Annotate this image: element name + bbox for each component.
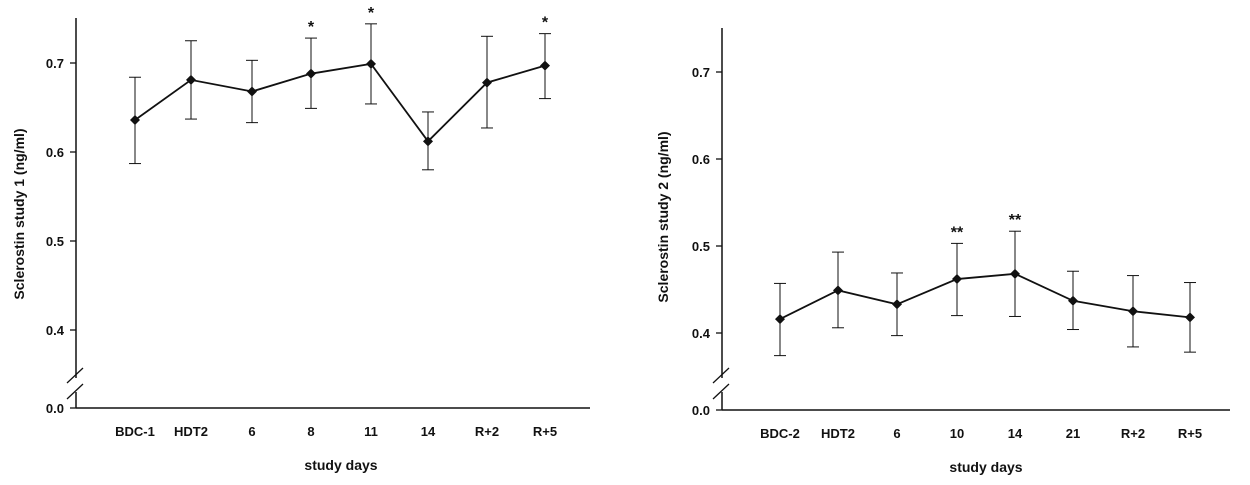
x-tick-label: BDC-2 bbox=[760, 426, 800, 441]
data-point bbox=[130, 114, 140, 125]
data-point bbox=[186, 74, 196, 85]
y-tick-label: 0.7 bbox=[46, 56, 64, 71]
x-tick-label: R+5 bbox=[533, 424, 557, 439]
y-tick-label: 0.4 bbox=[46, 323, 65, 338]
y-tick-label: 0.5 bbox=[46, 234, 64, 249]
y-tick-label: 0.6 bbox=[46, 145, 64, 160]
axis-break-mark bbox=[712, 383, 730, 400]
x-tick-label: BDC-1 bbox=[115, 424, 155, 439]
x-tick-label: 6 bbox=[893, 426, 900, 441]
x-tick-label: HDT2 bbox=[821, 426, 855, 441]
data-point bbox=[892, 299, 902, 310]
x-tick-label: R+2 bbox=[1121, 426, 1145, 441]
significance-marker: ** bbox=[1009, 212, 1022, 229]
y-axis-title: Sclerostin study 2 (ng/ml) bbox=[655, 131, 671, 302]
data-point bbox=[306, 68, 316, 79]
axis-break-mark bbox=[66, 367, 84, 384]
x-axis-title: study days bbox=[949, 459, 1022, 475]
y-tick-label: 0.7 bbox=[692, 65, 710, 80]
data-point bbox=[1068, 295, 1078, 306]
x-tick-label: 14 bbox=[1008, 426, 1023, 441]
y-tick-label: 0.6 bbox=[692, 152, 710, 167]
y-axis-title: Sclerostin study 1 (ng/ml) bbox=[11, 128, 27, 299]
x-tick-label: 21 bbox=[1066, 426, 1080, 441]
data-point bbox=[482, 77, 492, 88]
y-tick-label: 0.0 bbox=[46, 401, 64, 416]
y-tick-label: 0.5 bbox=[692, 239, 710, 254]
x-tick-label: 14 bbox=[421, 424, 436, 439]
data-point bbox=[775, 314, 785, 325]
significance-marker: * bbox=[308, 19, 315, 36]
data-point bbox=[952, 274, 962, 285]
data-point bbox=[423, 136, 433, 147]
axis-break-mark bbox=[66, 383, 84, 400]
x-tick-label: R+5 bbox=[1178, 426, 1202, 441]
data-point bbox=[540, 60, 550, 71]
x-tick-label: 10 bbox=[950, 426, 964, 441]
significance-marker: * bbox=[542, 15, 549, 32]
chart-panel-2: 0.0 0.4 0.5 0.6 0.7 BDC-2 HDT2 6 10 14 21 R+2 R+5 stu… bbox=[655, 28, 1230, 475]
data-point bbox=[833, 285, 843, 296]
data-point bbox=[366, 58, 376, 69]
x-axis-title: study days bbox=[304, 457, 377, 473]
x-tick-label: 8 bbox=[307, 424, 314, 439]
x-tick-label: HDT2 bbox=[174, 424, 208, 439]
chart-panel-1: 0.0 0.4 0.5 0.6 0.7 BDC-1 HDT2 6 8 11 14 R+2 R+5 stud… bbox=[11, 5, 590, 473]
x-tick-label: 11 bbox=[364, 424, 378, 439]
significance-marker: ** bbox=[951, 224, 964, 241]
data-point bbox=[247, 86, 257, 97]
x-tick-label: R+2 bbox=[475, 424, 499, 439]
x-tick-label: 6 bbox=[248, 424, 255, 439]
axis-break-mark bbox=[712, 367, 730, 384]
data-point bbox=[1185, 312, 1195, 323]
data-point bbox=[1128, 306, 1138, 317]
series-line bbox=[779, 272, 1191, 320]
significance-marker: * bbox=[368, 5, 375, 22]
y-tick-label: 0.4 bbox=[692, 326, 711, 341]
data-point bbox=[1010, 268, 1020, 279]
series-line bbox=[134, 62, 546, 143]
y-tick-label: 0.0 bbox=[692, 403, 710, 418]
